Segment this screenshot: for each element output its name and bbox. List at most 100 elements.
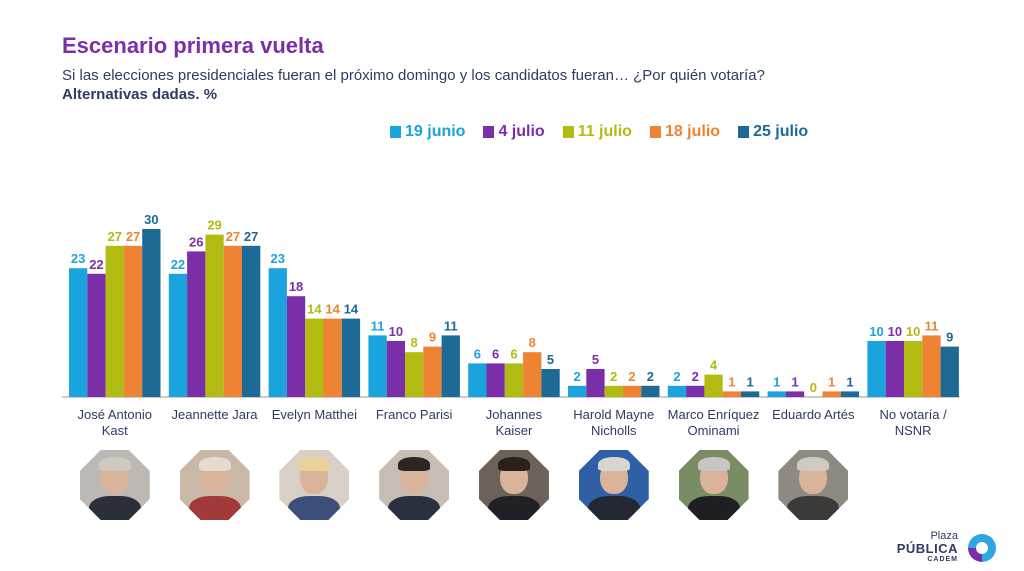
data-label: 14 <box>325 302 340 317</box>
legend-label: 4 julio <box>498 123 545 140</box>
data-label: 11 <box>444 318 458 333</box>
category-label: José Antonio <box>78 407 152 422</box>
data-label: 26 <box>189 234 203 249</box>
data-label: 1 <box>728 374 735 389</box>
bar <box>323 318 342 397</box>
photo-hair <box>298 457 331 471</box>
data-label: 22 <box>89 257 103 272</box>
category-label: Eduardo Artés <box>772 407 855 422</box>
candidate-photo-mayne-nicholls <box>578 450 649 520</box>
photo-hair <box>198 457 231 471</box>
bar <box>423 346 442 397</box>
category-label: Nicholls <box>591 423 637 438</box>
data-label: 0 <box>810 380 817 395</box>
legend: 19 junio 4 julio 11 julio 18 julio 25 julio <box>390 123 808 141</box>
bar <box>922 335 941 397</box>
bar <box>867 341 886 397</box>
bar <box>142 229 161 397</box>
bar <box>568 385 587 397</box>
bar <box>523 352 542 397</box>
data-label: 11 <box>925 318 939 333</box>
candidate-photo-kaiser <box>478 450 549 520</box>
photo-torso <box>188 496 241 520</box>
bar <box>541 369 560 397</box>
candidate-photo-matthei <box>279 450 350 520</box>
bar <box>286 296 306 397</box>
candidate-photo-enriquez-ominami <box>678 450 749 520</box>
candidate-photo-kast <box>79 450 150 520</box>
data-label: 10 <box>888 324 902 339</box>
data-label: 22 <box>171 257 185 272</box>
bar <box>822 391 841 397</box>
data-label: 5 <box>592 352 599 367</box>
logo-line-2: PÚBLICA <box>896 541 958 556</box>
data-label: 2 <box>628 369 635 384</box>
data-label: 10 <box>389 324 403 339</box>
bar <box>368 335 387 397</box>
photo-hair <box>98 457 131 471</box>
bar <box>586 369 605 397</box>
logo-line-1: Plaza <box>930 530 958 542</box>
photo-torso <box>388 496 441 520</box>
category-label: Marco Enríquez <box>668 407 760 422</box>
bar <box>686 385 705 397</box>
bar <box>69 268 88 397</box>
data-label: 27 <box>244 229 258 244</box>
category-label: Johannes <box>486 407 543 422</box>
bar <box>242 245 261 397</box>
legend-label: 18 julio <box>664 123 721 140</box>
data-label: 30 <box>144 212 158 227</box>
data-label: 18 <box>289 279 303 294</box>
photo-torso <box>587 496 640 520</box>
data-label: 27 <box>108 229 122 244</box>
bar <box>341 318 361 397</box>
candidate-photos <box>0 450 1024 525</box>
data-label: 27 <box>226 229 240 244</box>
bar <box>187 251 206 397</box>
chart-subtitle: Si las elecciones presidenciales fueran … <box>62 67 765 84</box>
data-label: 27 <box>126 229 140 244</box>
legend-label: 11 julio <box>577 123 632 140</box>
plaza-publica-logo: Plaza PÚBLICA CADEM <box>896 530 998 566</box>
logo-line-3: CADEM <box>927 556 958 563</box>
bar <box>767 391 786 397</box>
bar <box>840 391 860 397</box>
data-label: 23 <box>271 251 285 266</box>
data-label: 11 <box>371 318 385 333</box>
legend-swatch <box>649 126 661 138</box>
data-label: 8 <box>411 335 418 350</box>
bar <box>667 385 687 397</box>
chart-note: Alternativas dadas. % <box>62 86 218 103</box>
candidate-photo-artes <box>778 450 849 520</box>
bar <box>386 341 405 397</box>
category-label: Ominami <box>688 423 740 438</box>
data-label: 9 <box>429 330 436 345</box>
data-label: 23 <box>71 251 85 266</box>
data-label: 2 <box>692 369 699 384</box>
data-label: 1 <box>773 374 780 389</box>
bar <box>305 318 324 397</box>
legend-swatch <box>390 126 401 138</box>
data-label: 1 <box>846 374 853 389</box>
category-label: Jeannette Jara <box>172 407 259 422</box>
bar <box>785 391 805 397</box>
photo-torso <box>487 496 540 520</box>
data-label: 2 <box>610 369 617 384</box>
bar <box>940 346 959 397</box>
data-label: 8 <box>529 335 536 350</box>
bar <box>405 352 424 397</box>
data-label: 14 <box>344 302 359 317</box>
data-label: 10 <box>906 324 920 339</box>
legend-swatch <box>483 126 495 138</box>
data-label: 1 <box>828 374 835 389</box>
photo-hair <box>597 457 630 471</box>
legend-item: 11 julio <box>562 123 632 141</box>
candidate-photo-parisi <box>379 450 450 520</box>
legend-label: 25 julio <box>753 123 809 140</box>
data-label: 29 <box>207 218 221 233</box>
data-label: 6 <box>474 346 481 361</box>
bar <box>441 335 460 397</box>
chart-title: Escenario primera vuelta <box>62 33 324 58</box>
data-label: 6 <box>492 346 499 361</box>
